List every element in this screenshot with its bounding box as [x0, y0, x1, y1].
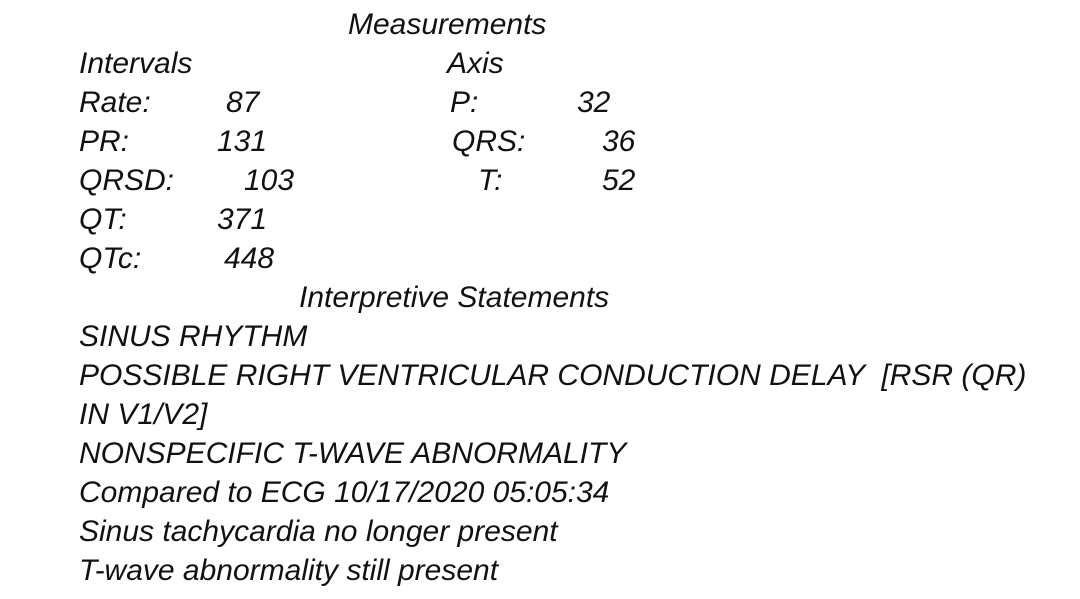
interval-value-pr: 131 — [217, 125, 268, 158]
axis-heading: Axis — [447, 47, 504, 80]
interval-value-rate: 87 — [226, 86, 260, 119]
axis-value-t: 52 — [602, 164, 636, 197]
axis-label-t: T: — [478, 164, 503, 197]
axis-label-p: P: — [450, 86, 479, 119]
interval-value-qt: 371 — [217, 203, 268, 236]
intervals-heading: Intervals — [79, 47, 193, 80]
interval-label-qt: QT: — [79, 203, 127, 236]
axis-value-qrs: 36 — [602, 125, 636, 158]
statement-line: T-wave abnormality still present — [79, 554, 499, 587]
statement-line: SINUS RHYTHM — [79, 320, 308, 353]
interval-label-qrsd: QRSD: — [79, 164, 175, 197]
interval-value-qrsd: 103 — [244, 164, 295, 197]
statement-line: NONSPECIFIC T-WAVE ABNORMALITY — [79, 437, 627, 470]
interval-label-qtc: QTc: — [79, 242, 142, 275]
measurements-heading: Measurements — [348, 8, 547, 41]
statement-line: POSSIBLE RIGHT VENTRICULAR CONDUCTION DE… — [79, 359, 1027, 392]
statement-line: Sinus tachycardia no longer present — [79, 515, 558, 548]
interpretive-heading: Interpretive Statements — [299, 281, 610, 314]
axis-label-qrs: QRS: — [452, 125, 526, 158]
statement-line: Compared to ECG 10/17/2020 05:05:34 — [79, 476, 610, 509]
axis-value-p: 32 — [577, 86, 611, 119]
interval-label-pr: PR: — [79, 125, 130, 158]
interval-value-qtc: 448 — [224, 242, 275, 275]
interval-label-rate: Rate: — [79, 86, 151, 119]
statement-line: IN V1/V2] — [79, 398, 208, 431]
